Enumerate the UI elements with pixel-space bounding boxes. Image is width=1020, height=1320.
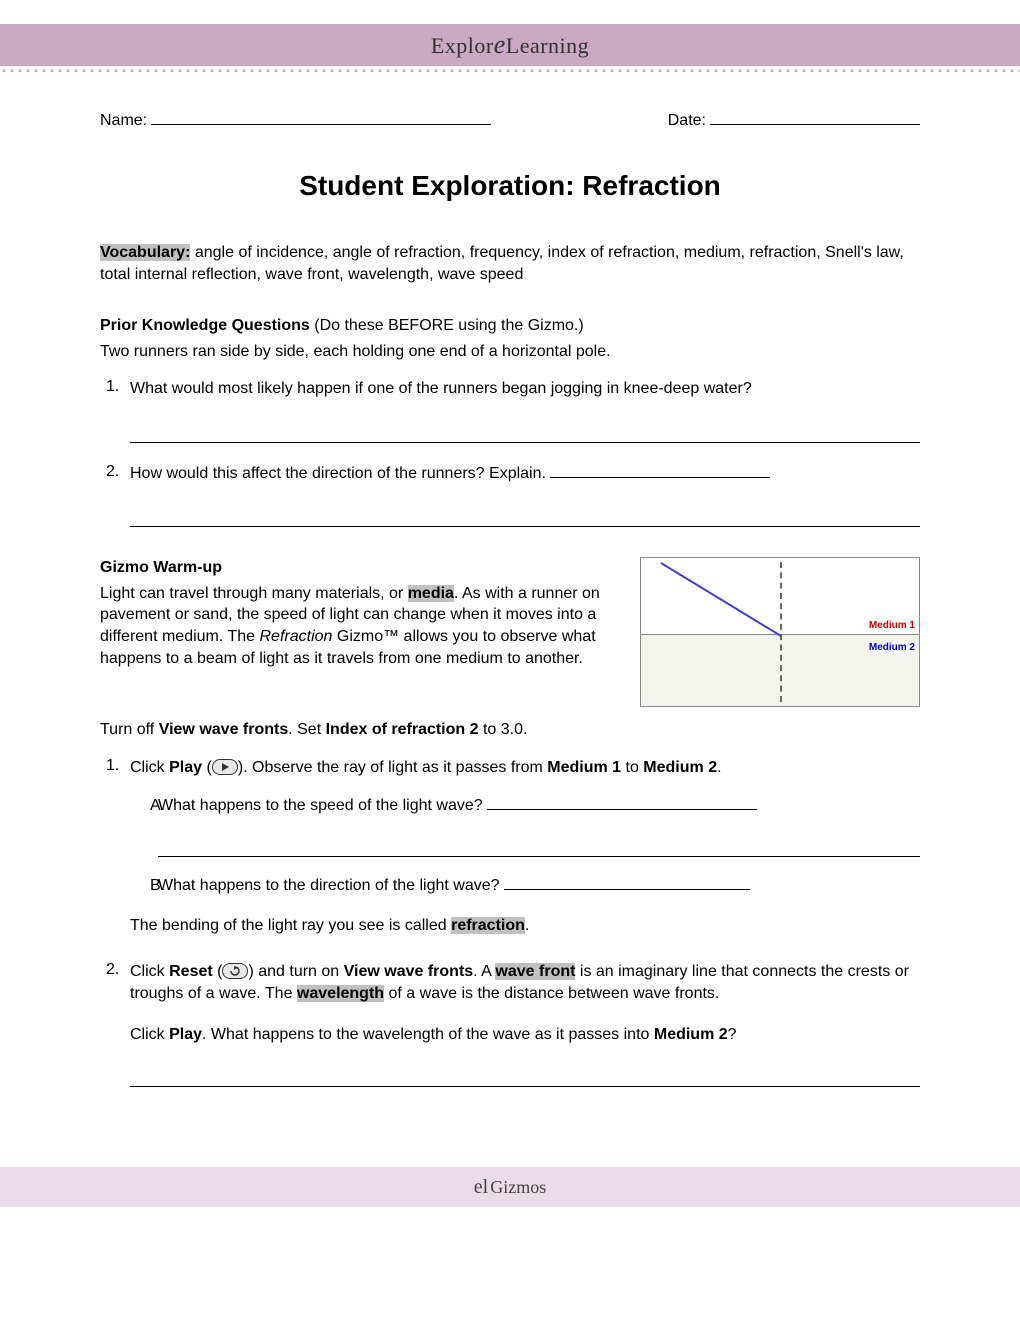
q2-answer-line[interactable] bbox=[130, 509, 920, 527]
header-logo: ExploreLearning bbox=[431, 30, 589, 60]
diagram-ray-svg bbox=[641, 558, 921, 708]
wq2-wf: wave front bbox=[495, 963, 575, 980]
wq1-a: Click bbox=[130, 759, 169, 776]
warmup-instr-a: Turn off bbox=[100, 721, 159, 738]
footer-logo: elGizmos bbox=[474, 1176, 546, 1199]
prior-heading: Prior Knowledge Questions bbox=[100, 317, 310, 334]
diagram-ray bbox=[661, 563, 781, 636]
warmup-instr-b: . Set bbox=[288, 721, 325, 738]
name-label: Name: bbox=[100, 112, 147, 130]
wq1-b: ( bbox=[202, 759, 212, 776]
wq1-sa-line[interactable] bbox=[487, 809, 757, 810]
wq1-sb-text: What happens to the direction of the lig… bbox=[158, 877, 504, 894]
warmup-instr-b2: Index of refraction 2 bbox=[326, 721, 479, 738]
warmup-instr-c: to 3.0. bbox=[479, 721, 528, 738]
wq2-vwf: View wave fronts bbox=[344, 963, 474, 980]
wq1-play: Play bbox=[169, 759, 202, 776]
wq2-p2a: Click bbox=[130, 1026, 169, 1043]
date-line[interactable] bbox=[710, 124, 920, 125]
wq1-sa-text: What happens to the speed of the light w… bbox=[158, 797, 487, 814]
wq1-sub-a: A. What happens to the speed of the ligh… bbox=[130, 797, 920, 857]
vocab-section: Vocabulary: angle of incidence, angle of… bbox=[100, 242, 920, 285]
wq2-p2c: ? bbox=[728, 1026, 737, 1043]
refraction-diagram: Medium 1 Medium 2 bbox=[640, 557, 920, 707]
vocab-text: angle of incidence, angle of refraction,… bbox=[100, 244, 904, 283]
wq1-num: 1. bbox=[100, 757, 130, 941]
warmup-instr-b1: View wave fronts bbox=[159, 721, 289, 738]
wq1-sa-line2[interactable] bbox=[158, 839, 920, 857]
wq2-wl: wavelength bbox=[297, 985, 384, 1002]
reset-icon bbox=[222, 963, 248, 979]
name-date-row: Name: Date: bbox=[100, 112, 920, 130]
diagram-label-m1: Medium 1 bbox=[869, 620, 915, 631]
vocab-label: Vocabulary: bbox=[100, 244, 190, 261]
warmup-q2: 2. Click Reset ( ) and turn on View wave … bbox=[100, 961, 920, 1087]
wq1-d: to bbox=[621, 759, 643, 776]
footer-band: elGizmos bbox=[0, 1167, 1020, 1207]
footer-script: el bbox=[474, 1176, 488, 1199]
prior-knowledge-section: Prior Knowledge Questions (Do these BEFO… bbox=[100, 315, 920, 527]
wq1-sub-b: B. What happens to the direction of the … bbox=[130, 877, 920, 895]
wq2-answer-line[interactable] bbox=[130, 1069, 920, 1087]
q2-text: How would this affect the direction of t… bbox=[130, 465, 550, 482]
q1-num: 1. bbox=[100, 378, 130, 442]
wq1-c: ). Observe the ray of light as it passes… bbox=[238, 759, 547, 776]
wq2-a: Click bbox=[130, 963, 169, 980]
wq2-d: . A bbox=[473, 963, 495, 980]
wq2-c: ) and turn on bbox=[248, 963, 343, 980]
wq2-reset: Reset bbox=[169, 963, 213, 980]
wq2-p2m2: Medium 2 bbox=[654, 1026, 728, 1043]
wq2-p2play: Play bbox=[169, 1026, 202, 1043]
date-label: Date: bbox=[668, 112, 706, 130]
warmup-q1: 1. Click Play ( ). Observe the ray of lig… bbox=[100, 757, 920, 941]
page-title: Student Exploration: Refraction bbox=[100, 170, 920, 202]
warmup-heading: Gizmo Warm-up bbox=[100, 557, 620, 579]
wq1-concl-a: The bending of the light ray you see is … bbox=[130, 917, 451, 934]
prior-note: (Do these BEFORE using the Gizmo.) bbox=[310, 317, 584, 334]
warmup-media: media bbox=[408, 585, 454, 602]
footer-text: Gizmos bbox=[490, 1177, 546, 1198]
wq1-m1: Medium 1 bbox=[547, 759, 621, 776]
name-line[interactable] bbox=[151, 124, 491, 125]
wq2-b: ( bbox=[213, 963, 223, 980]
wq1-sb-letter: B. bbox=[130, 877, 158, 895]
prior-q2: 2. How would this affect the direction o… bbox=[100, 463, 920, 527]
wq1-concl-hl: refraction bbox=[451, 917, 525, 934]
logo-script: e bbox=[494, 30, 506, 59]
wq1-e: . bbox=[717, 759, 721, 776]
logo-left: Explor bbox=[431, 33, 494, 58]
warmup-pa: Light can travel through many materials,… bbox=[100, 585, 408, 602]
q1-answer-line[interactable] bbox=[130, 425, 920, 443]
wq1-sa-letter: A. bbox=[130, 797, 158, 857]
wq2-num: 2. bbox=[100, 961, 130, 1087]
warmup-refraction: Refraction bbox=[260, 628, 333, 645]
warmup-section: Gizmo Warm-up Light can travel through m… bbox=[100, 557, 920, 1087]
header-band: ExploreLearning bbox=[0, 24, 1020, 66]
q2-num: 2. bbox=[100, 463, 130, 527]
prior-intro: Two runners ran side by side, each holdi… bbox=[100, 341, 920, 363]
wq1-concl-b: . bbox=[525, 917, 529, 934]
play-icon bbox=[212, 759, 238, 775]
date-field: Date: bbox=[668, 112, 920, 130]
prior-q1: 1. What would most likely happen if one … bbox=[100, 378, 920, 442]
wq1-m2: Medium 2 bbox=[643, 759, 717, 776]
wq1-sb-line[interactable] bbox=[504, 889, 750, 890]
logo-right: Learning bbox=[506, 33, 589, 58]
page-body: Name: Date: Student Exploration: Refract… bbox=[0, 72, 1020, 1137]
wq2-f: of a wave is the distance between wave f… bbox=[384, 985, 719, 1002]
name-field: Name: bbox=[100, 112, 491, 130]
diagram-label-m2: Medium 2 bbox=[869, 642, 915, 653]
q1-text: What would most likely happen if one of … bbox=[130, 378, 920, 400]
q2-inline-line[interactable] bbox=[550, 477, 770, 478]
wq2-p2b: . What happens to the wavelength of the … bbox=[202, 1026, 654, 1043]
